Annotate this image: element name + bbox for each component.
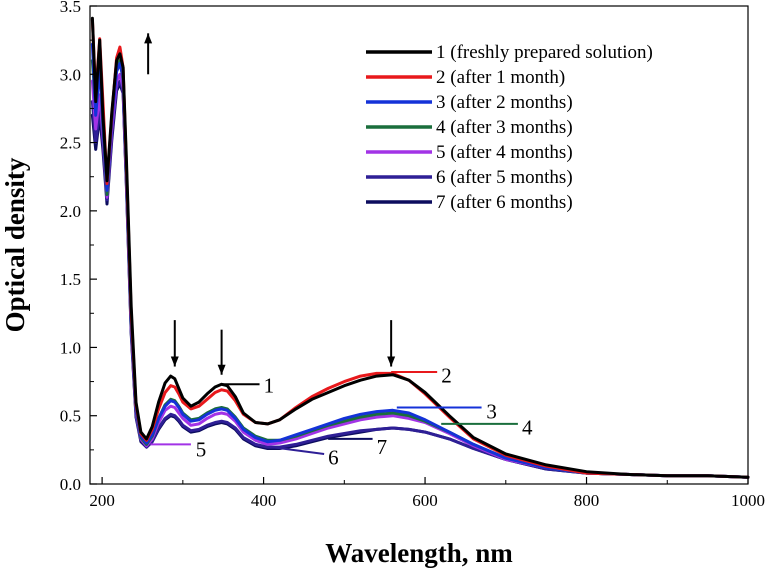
legend-entry-4: 4 (after 3 months) xyxy=(436,117,573,138)
curve-label-lines xyxy=(150,371,518,455)
x-tick-label: 1000 xyxy=(731,491,765,510)
curve-label-6: 6 xyxy=(328,446,339,470)
curve-labels: 1 2 3 4 5 6 7 xyxy=(196,364,533,470)
series-line-4 xyxy=(90,59,750,479)
arrow-down-head xyxy=(170,356,179,367)
curve-label-2: 2 xyxy=(441,364,452,388)
x-tick-label: 200 xyxy=(89,491,115,510)
x-tick-label: 600 xyxy=(412,491,438,510)
curve-label-7: 7 xyxy=(377,435,388,459)
x-tick-label: 800 xyxy=(574,491,600,510)
curve-label-5: 5 xyxy=(196,437,207,461)
y-tick-label: 0.0 xyxy=(60,475,81,494)
x-tick-label: 400 xyxy=(251,491,277,510)
legend-entry-2: 2 (after 1 month) xyxy=(436,67,565,88)
legend-entry-7: 7 (after 6 months) xyxy=(436,192,573,213)
x-axis-ticks: 200 400 600 800 1000 xyxy=(89,477,765,510)
legend-entry-5: 5 (after 4 months) xyxy=(436,142,573,163)
y-tick-label: 0.5 xyxy=(60,407,81,426)
annotation-arrows xyxy=(144,33,396,375)
arrow-down-head xyxy=(387,356,396,367)
arrow-up-head xyxy=(144,33,153,44)
spectrum-curves xyxy=(90,16,750,479)
arrow-down-head xyxy=(217,364,226,375)
y-tick-label: 2.5 xyxy=(60,134,81,153)
curve-label-4: 4 xyxy=(522,416,533,440)
curve-label-line-6 xyxy=(271,446,325,455)
y-axis-ticks: 0.0 0.5 1.0 1.5 2.0 2.5 3.0 3.5 xyxy=(60,0,97,494)
curve-label-3: 3 xyxy=(486,399,497,423)
series-line-1 xyxy=(90,16,750,479)
legend-entry-3: 3 (after 2 months) xyxy=(436,92,573,113)
x-axis-title: Wavelength, nm xyxy=(325,538,513,568)
y-tick-label: 3.0 xyxy=(60,65,81,84)
y-tick-label: 1.5 xyxy=(60,270,81,289)
legend-entry-1: 1 (freshly prepared solution) xyxy=(436,42,653,63)
legend: 1 (freshly prepared solution) 2 (after 1 … xyxy=(366,42,653,213)
y-tick-label: 3.5 xyxy=(60,0,81,16)
y-tick-label: 1.0 xyxy=(60,338,81,357)
y-tick-label: 2.0 xyxy=(60,202,81,221)
series-line-3 xyxy=(90,42,750,479)
y-axis-title: Optical density xyxy=(0,157,30,332)
legend-entry-6: 6 (after 5 months) xyxy=(436,167,573,188)
series-line-2 xyxy=(90,18,750,479)
curve-label-1: 1 xyxy=(264,373,275,397)
